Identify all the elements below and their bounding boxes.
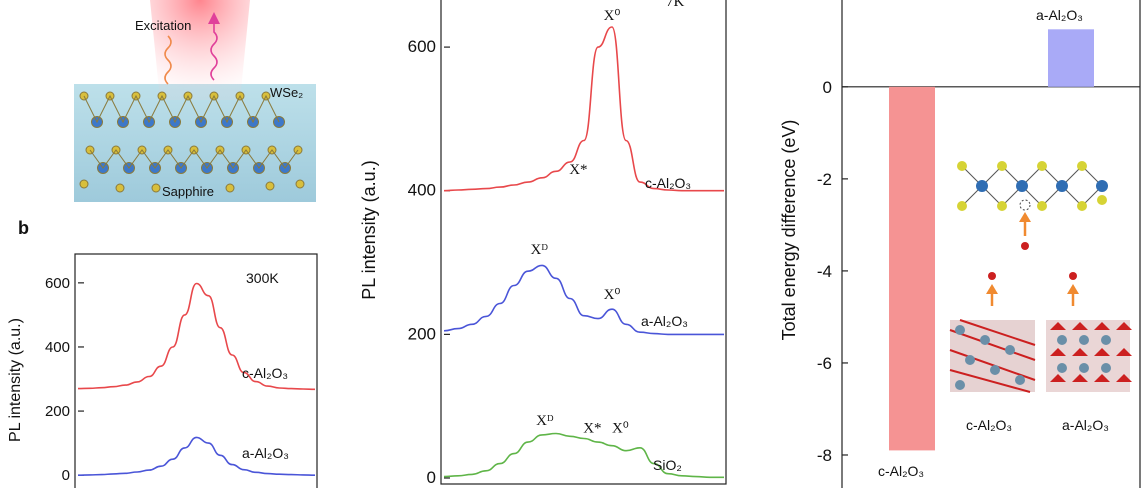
chart-7k-peak-labels: X⁰ X* Xᴰ X⁰ Xᴰ X* X⁰ — [531, 8, 629, 436]
ytick-label: 600 — [45, 275, 70, 292]
ytick-label: -4 — [817, 262, 832, 281]
inset-label-a: a-Al₂O₃ — [1062, 417, 1109, 433]
ytick-label: -8 — [817, 446, 832, 465]
chart-energy-yticks: -8 -6 -4 -2 0 — [817, 78, 848, 465]
chart-energy-bar-label-c: c-Al₂O₃ — [878, 463, 924, 479]
peak-label: X⁰ — [612, 420, 629, 436]
schematic: Excitation WSe₂ Sapphire — [74, 0, 316, 202]
ytick-label: 400 — [408, 181, 436, 200]
excitation-wave — [164, 35, 172, 85]
chart-energy-ylabel: Total energy difference (eV) — [779, 120, 799, 341]
chart-300k-series-label-c: c-Al₂O₃ — [242, 365, 288, 381]
peak-label: Xᴰ — [531, 242, 549, 258]
chart-300k-yticks: 0 200 400 600 — [45, 275, 84, 484]
a-sapphire-surface-inset — [1046, 272, 1132, 392]
bar-0 — [889, 86, 935, 451]
series-line-1 — [443, 264, 724, 336]
peak-label: Xᴰ — [536, 413, 554, 429]
ytick-label: 0 — [427, 468, 436, 487]
chart-7k-ylabel: PL intensity (a.u.) — [359, 160, 379, 299]
chart-7k-yticks: 0 200 400 600 — [408, 37, 450, 487]
series-line-0 — [77, 282, 316, 391]
defect-structure-inset — [957, 161, 1108, 250]
emission-wave — [210, 22, 218, 81]
chart-7k-series — [443, 26, 724, 479]
chart-energy-bars — [889, 29, 1094, 451]
ytick-label: -6 — [817, 354, 832, 373]
laser-beam — [150, 0, 250, 100]
series-line-1 — [77, 436, 316, 476]
chart-300k-series — [77, 282, 316, 476]
peak-label: X* — [569, 162, 587, 178]
peak-label: X* — [583, 420, 601, 436]
ytick-label: -2 — [817, 170, 832, 189]
chart-energy-frame — [841, 0, 1141, 488]
panel-b-letter: b — [18, 218, 29, 238]
c-sapphire-surface-inset — [949, 272, 1036, 393]
bar-1 — [1048, 29, 1094, 87]
ytick-label: 0 — [823, 78, 832, 97]
series-line-2 — [443, 432, 724, 479]
ytick-label: 600 — [408, 37, 436, 56]
chart-7k-frame — [440, 0, 727, 485]
ytick-label: 200 — [45, 403, 70, 420]
chart-300k: 0 200 400 600 300K c-Al₂O₃ a-Al₂O₃ PL inten… — [7, 253, 318, 488]
chart-300k-frame — [74, 253, 318, 488]
chart-7k-series-label-sio2: SiO₂ — [653, 457, 682, 473]
chart-300k-series-label-a: a-Al₂O₃ — [242, 445, 289, 461]
emission-arrowhead — [208, 12, 220, 24]
peak-label: X⁰ — [604, 287, 621, 303]
ytick-label: 0 — [62, 467, 70, 484]
chart-7k-series-label-c: c-Al₂O₃ — [645, 175, 691, 191]
chart-7k-annotation: 7K — [666, 0, 685, 10]
chart-7k-series-label-a: a-Al₂O₃ — [641, 313, 688, 329]
series-line-0 — [443, 26, 724, 192]
chart-energy: -8 -6 -4 -2 0 c-Al₂O₃ a-Al₂O₃ Total energy d… — [779, 0, 1141, 488]
lattice — [79, 91, 305, 193]
material-label: WSe₂ — [270, 85, 303, 100]
chart-300k-ylabel: PL intensity (a.u.) — [7, 318, 24, 442]
peak-label: X⁰ — [604, 8, 621, 24]
substrate-label: Sapphire — [162, 184, 214, 199]
inset-label-c: c-Al₂O₃ — [966, 417, 1012, 433]
ytick-label: 200 — [408, 324, 436, 343]
ytick-label: 400 — [45, 339, 70, 356]
excitation-label: Excitation — [135, 18, 191, 33]
chart-energy-bar-label-a: a-Al₂O₃ — [1036, 7, 1083, 23]
chart-300k-annotation: 300K — [246, 270, 279, 286]
chart-7k: 0 200 400 600 X⁰ X* Xᴰ X⁰ Xᴰ X* X⁰ 7K c-Al₂O₃ a-A… — [359, 0, 727, 487]
